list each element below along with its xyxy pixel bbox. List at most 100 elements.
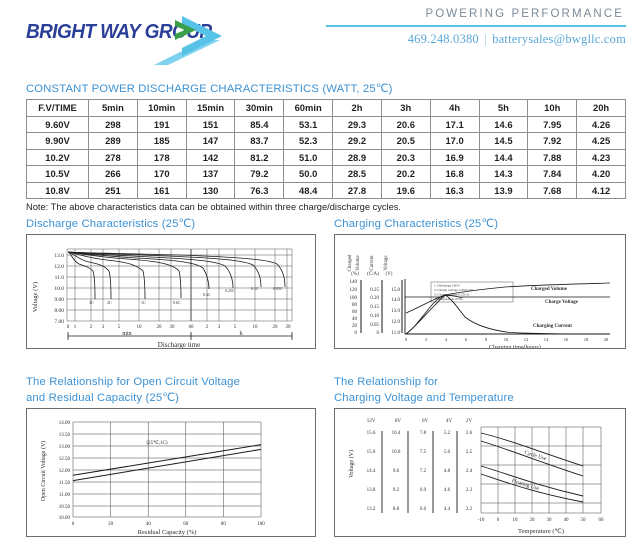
svg-text:60: 60: [183, 522, 189, 527]
svg-text:2V: 2V: [466, 419, 473, 424]
cycle-use-lower: [480, 440, 584, 477]
svg-text:120: 120: [350, 288, 358, 293]
cell: 266: [88, 165, 138, 183]
cell: 17.1: [429, 115, 480, 133]
svg-text:80: 80: [221, 522, 227, 527]
cell: 10.2V: [26, 148, 89, 166]
svg-text:11.0: 11.0: [391, 331, 400, 336]
cell: 10.5V: [26, 165, 89, 183]
charging-conditions-text: 1. Discharge 100% 2. Charge voltage 2.45…: [434, 284, 473, 302]
discharge-xlabel: Discharge time: [158, 341, 200, 349]
cell: 20.2: [380, 165, 431, 183]
panel-cvt-title-line2: Charging Voltage and Temperature: [334, 392, 514, 404]
svg-text:12.00: 12.00: [59, 469, 71, 474]
svg-text:0: 0: [497, 518, 500, 523]
svg-text:140: 140: [350, 280, 358, 285]
header-divider: [326, 25, 626, 27]
cell: 17.0: [429, 132, 480, 150]
floating-use-lower: [480, 473, 584, 503]
svg-text:4V: 4V: [446, 419, 453, 424]
svg-text:0: 0: [72, 522, 75, 527]
svg-text:6V: 6V: [422, 419, 429, 424]
ocv-ylabel: Open Circuit Voltage (V): [40, 441, 47, 502]
logo-chevron-green-icon: [175, 20, 196, 40]
svg-text:11.50: 11.50: [59, 481, 71, 486]
svg-text:10.50: 10.50: [59, 505, 71, 510]
discharge-group-label-min: min: [122, 331, 131, 337]
cvt-grid: [480, 426, 602, 514]
cell: 16.9: [429, 148, 480, 166]
ocv-y-ticks: 14.00 13.50 13.00 12.50 12.00 11.50 11.0…: [59, 421, 71, 521]
svg-text:5: 5: [118, 325, 121, 330]
table-row: 10.2V 278 178 142 81.2 51.0 28.9 20.3 16…: [26, 148, 626, 166]
cell: 16.8: [429, 165, 480, 183]
svg-text:2: 2: [90, 325, 93, 330]
svg-text:13.8: 13.8: [367, 488, 376, 493]
contact-separator: |: [484, 31, 487, 46]
col-header: F.V/TIME: [26, 99, 89, 117]
svg-text:Charge Voltage: Charge Voltage: [545, 300, 579, 305]
cell: 79.2: [234, 165, 285, 183]
cell: 185: [136, 132, 187, 150]
cell: 9.60V: [26, 115, 89, 133]
svg-text:0.10: 0.10: [370, 314, 379, 319]
cell: 161: [136, 181, 187, 199]
cvt-curves: [480, 432, 584, 503]
cell: 20.5: [380, 132, 431, 150]
svg-text:0.25: 0.25: [370, 288, 379, 293]
col-header: 3h: [380, 99, 431, 117]
svg-text:20: 20: [352, 324, 358, 329]
cell: 29.2: [332, 132, 382, 150]
company-logo: BRIGHT WAY GROUP: [26, 10, 241, 66]
chart-charging-characteristics: Charged Volume Current Voltage (%) (C/A)…: [334, 234, 626, 349]
phone-number[interactable]: 469.248.0380: [407, 31, 479, 46]
email-address[interactable]: batterysales@bwgllc.com: [492, 31, 626, 46]
svg-text:30: 30: [170, 325, 176, 330]
svg-text:0.1C: 0.1C: [251, 286, 259, 291]
svg-text:20: 20: [530, 518, 536, 523]
svg-text:9.6: 9.6: [393, 469, 400, 474]
svg-text:5.0: 5.0: [444, 450, 451, 455]
svg-text:0.25C: 0.25C: [225, 288, 235, 293]
cell: 83.7: [234, 132, 285, 150]
svg-text:12.0: 12.0: [54, 264, 64, 270]
charging-chart-svg: Charged Volume Current Voltage (%) (C/A)…: [348, 254, 611, 348]
svg-text:3: 3: [102, 325, 105, 330]
svg-text:2.4: 2.4: [466, 469, 473, 474]
svg-text:4.6: 4.6: [444, 488, 451, 493]
svg-text:8V: 8V: [395, 419, 402, 424]
cell: 52.3: [283, 132, 334, 150]
svg-text:1C: 1C: [141, 300, 146, 305]
svg-text:2C: 2C: [107, 300, 112, 305]
svg-text:3: 3: [218, 325, 221, 330]
discharge-curve-labels: 3C 2C 1C 0.6C 0.4C 0.25C 0.1C 0.05C: [89, 286, 283, 305]
cell: 53.1: [283, 115, 334, 133]
col-header: 10min: [136, 99, 187, 117]
panel-ocv-title-line2: and Residual Capacity (25℃): [26, 392, 179, 404]
svg-text:3C: 3C: [89, 300, 94, 305]
cell: 142: [185, 148, 236, 166]
table-note: Note: The above characteristics data can…: [26, 202, 402, 212]
cvt-ylabel: Voltage (V): [348, 450, 355, 478]
svg-text:1. Discharge 100%: 1. Discharge 100%: [434, 284, 460, 288]
svg-text:9.2: 9.2: [393, 488, 400, 493]
col-header: 10h: [527, 99, 578, 117]
cell: 4.12: [576, 181, 626, 199]
logo-chevron-light-blue-icon: [182, 16, 222, 56]
svg-text:50: 50: [581, 518, 587, 523]
cell: 16.3: [429, 181, 480, 199]
svg-text:5: 5: [234, 325, 237, 330]
cell: 4.25: [576, 132, 626, 150]
cvt-x-ticks: -10 0 10 20 30 40 50 60: [478, 518, 604, 523]
floating-use-upper: [480, 465, 584, 497]
svg-text:12.50: 12.50: [59, 457, 71, 462]
svg-text:10: 10: [513, 518, 519, 523]
svg-text:Volume: Volume: [356, 254, 361, 270]
cell: 29.3: [332, 115, 382, 133]
cell: 4.20: [576, 165, 626, 183]
svg-text:(C/A): (C/A): [367, 272, 379, 277]
cvt-scale-12v: 15.6 15.0 14.4 13.8 13.2: [367, 431, 376, 512]
page-header: BRIGHT WAY GROUP POWERING PERFORMANCE 46…: [0, 0, 640, 72]
cell: 7.95: [527, 115, 578, 133]
svg-text:10.0: 10.0: [392, 450, 401, 455]
